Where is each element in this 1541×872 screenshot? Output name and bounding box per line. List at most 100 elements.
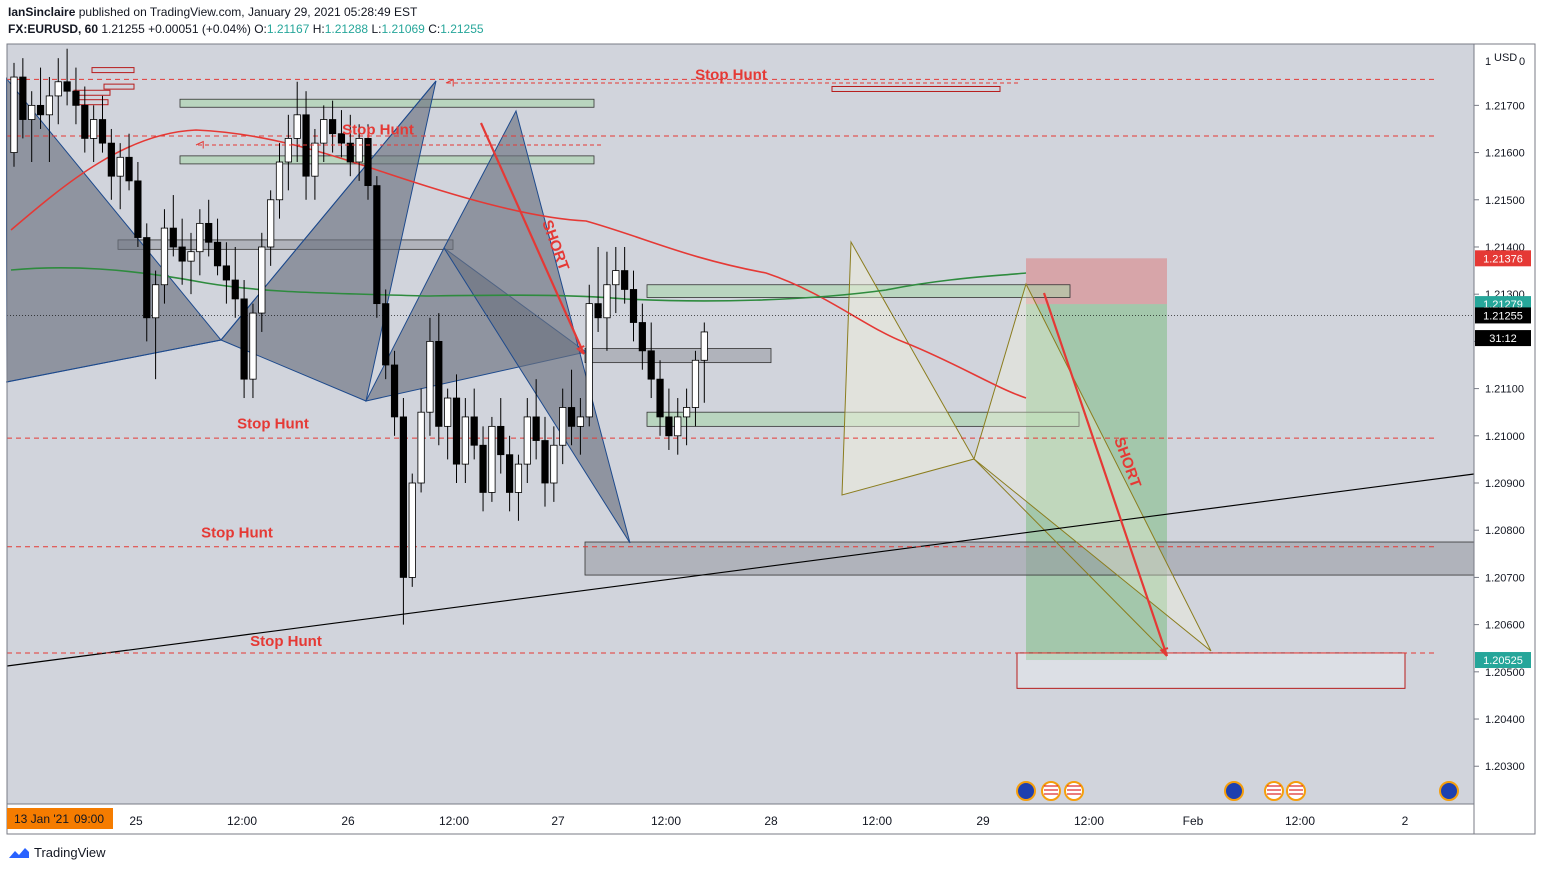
us-flag-icon bbox=[1286, 781, 1306, 801]
bear-candle bbox=[63, 81, 71, 92]
price-tick-label: 1 bbox=[1485, 56, 1491, 68]
bear-candle bbox=[337, 133, 346, 144]
bear-candle bbox=[629, 289, 638, 323]
time-tick-label: 25 bbox=[129, 814, 143, 828]
bear-candle bbox=[470, 416, 478, 446]
price-chart[interactable]: Stop Hunt Stop Hunt Stop Hunt Stop Hunt Stop… bbox=[6, 43, 1536, 836]
annotation-label: Stop Hunt bbox=[201, 524, 273, 541]
bull-candle bbox=[116, 156, 124, 177]
ema-slow-line bbox=[10, 266, 1027, 302]
price-tick-label: 1.21100 bbox=[1485, 384, 1524, 396]
bull-candle bbox=[674, 416, 682, 437]
red-level-box bbox=[91, 67, 135, 74]
bull-candle bbox=[461, 416, 469, 465]
us-flag-icon bbox=[1041, 781, 1061, 801]
bull-candle bbox=[267, 199, 275, 248]
brand-name: TradingView bbox=[34, 845, 106, 860]
bear-candle bbox=[594, 303, 602, 319]
price-tick-label: 1.20300 bbox=[1485, 761, 1525, 773]
time-tick-label: 26 bbox=[341, 814, 355, 828]
us-flag-icon bbox=[1264, 781, 1284, 801]
bear-candle bbox=[143, 237, 151, 319]
bear-candle bbox=[399, 416, 408, 578]
price-change: +0.00051 (+0.04%) bbox=[148, 22, 251, 36]
candles-layer bbox=[10, 48, 708, 625]
bear-candle bbox=[81, 104, 89, 139]
bear-candle bbox=[541, 440, 549, 484]
harmonic-pattern-projection bbox=[973, 282, 1212, 652]
symbol-name[interactable]: FX:EURUSD, 60 bbox=[8, 22, 99, 36]
bull-candle bbox=[28, 104, 36, 120]
bull-candle bbox=[683, 407, 691, 418]
price-tick-label: 1.20400 bbox=[1485, 714, 1525, 726]
open-value: 1.21167 bbox=[266, 22, 310, 36]
time-tick-label: Feb bbox=[1183, 814, 1204, 828]
footer-brand[interactable]: TradingView bbox=[8, 845, 106, 860]
bear-candle bbox=[107, 142, 115, 177]
bull-candle bbox=[603, 284, 611, 319]
bull-candle bbox=[576, 416, 585, 427]
economic-events-layer bbox=[1016, 781, 1459, 801]
bull-candle bbox=[585, 303, 593, 418]
bull-candle bbox=[151, 284, 160, 319]
bear-candle bbox=[621, 270, 629, 290]
arrow-head bbox=[576, 345, 585, 355]
demand-zone bbox=[646, 284, 1071, 298]
bear-candle bbox=[36, 104, 45, 116]
price-badge-label: 31:12 bbox=[1489, 333, 1517, 345]
bull-candle bbox=[691, 359, 700, 408]
time-tick-label: 12:00 bbox=[227, 814, 257, 828]
high-label: H: bbox=[312, 22, 325, 36]
symbol-legend: FX:EURUSD, 60 1.21255 +0.00051 (+0.04%) … bbox=[8, 22, 484, 36]
price-badge bbox=[1475, 330, 1531, 347]
time-tick-label: 2 bbox=[1402, 814, 1409, 828]
bull-candle bbox=[311, 142, 319, 177]
bear-candle bbox=[567, 407, 576, 427]
bear-candle bbox=[479, 444, 487, 493]
bull-candle bbox=[10, 76, 18, 153]
publish-info: IanSinclaire published on TradingView.co… bbox=[8, 5, 417, 19]
bull-candle bbox=[514, 463, 523, 493]
zones-layer bbox=[73, 67, 1475, 689]
bull-candle bbox=[559, 407, 567, 446]
bull-candle bbox=[90, 119, 98, 139]
price-badge-label: 1.21255 bbox=[1483, 310, 1523, 322]
annotation-label: Stop Hunt bbox=[250, 633, 322, 650]
price-tick-label: 0 bbox=[1519, 56, 1525, 68]
bull-candle bbox=[275, 161, 284, 201]
arrow-head bbox=[195, 140, 204, 149]
target-box bbox=[1016, 652, 1406, 689]
us-flag-icon bbox=[1064, 781, 1084, 801]
time-tick-label: 12:00 bbox=[1285, 814, 1315, 828]
arrow-line bbox=[1042, 292, 1169, 657]
author-name[interactable]: IanSinclaire bbox=[8, 5, 76, 19]
bear-candle bbox=[665, 416, 673, 437]
bear-candle bbox=[638, 322, 646, 352]
price-tick-label: 1.21600 bbox=[1485, 148, 1525, 160]
close-value: 1.21255 bbox=[440, 22, 484, 36]
bull-candle bbox=[284, 138, 292, 163]
arrow-line bbox=[479, 122, 586, 355]
arrow-head bbox=[1159, 647, 1169, 657]
bear-candle bbox=[169, 227, 177, 248]
price-axis[interactable] bbox=[1473, 43, 1536, 835]
pattern-leg bbox=[973, 458, 1167, 654]
bull-candle bbox=[258, 246, 266, 314]
bull-candle bbox=[612, 270, 620, 286]
time-tick-label: 29 bbox=[976, 814, 990, 828]
bear-candle bbox=[19, 76, 27, 120]
pattern-leg bbox=[6, 80, 437, 383]
range-start-badge bbox=[7, 808, 113, 829]
eu-flag-icon bbox=[1439, 781, 1459, 801]
bull-candle bbox=[444, 397, 452, 427]
price-tick-label: 1.21500 bbox=[1485, 195, 1525, 207]
bear-candle bbox=[213, 241, 222, 267]
open-label: O: bbox=[254, 22, 267, 36]
bull-candle bbox=[187, 251, 195, 262]
time-tick-label: 28 bbox=[764, 814, 778, 828]
red-level-box bbox=[831, 85, 1001, 92]
harmonic-pattern-bullish bbox=[841, 240, 975, 496]
bear-candle bbox=[240, 298, 248, 380]
grey-zone bbox=[117, 239, 454, 250]
range-start-time: 09:00 bbox=[74, 812, 104, 826]
